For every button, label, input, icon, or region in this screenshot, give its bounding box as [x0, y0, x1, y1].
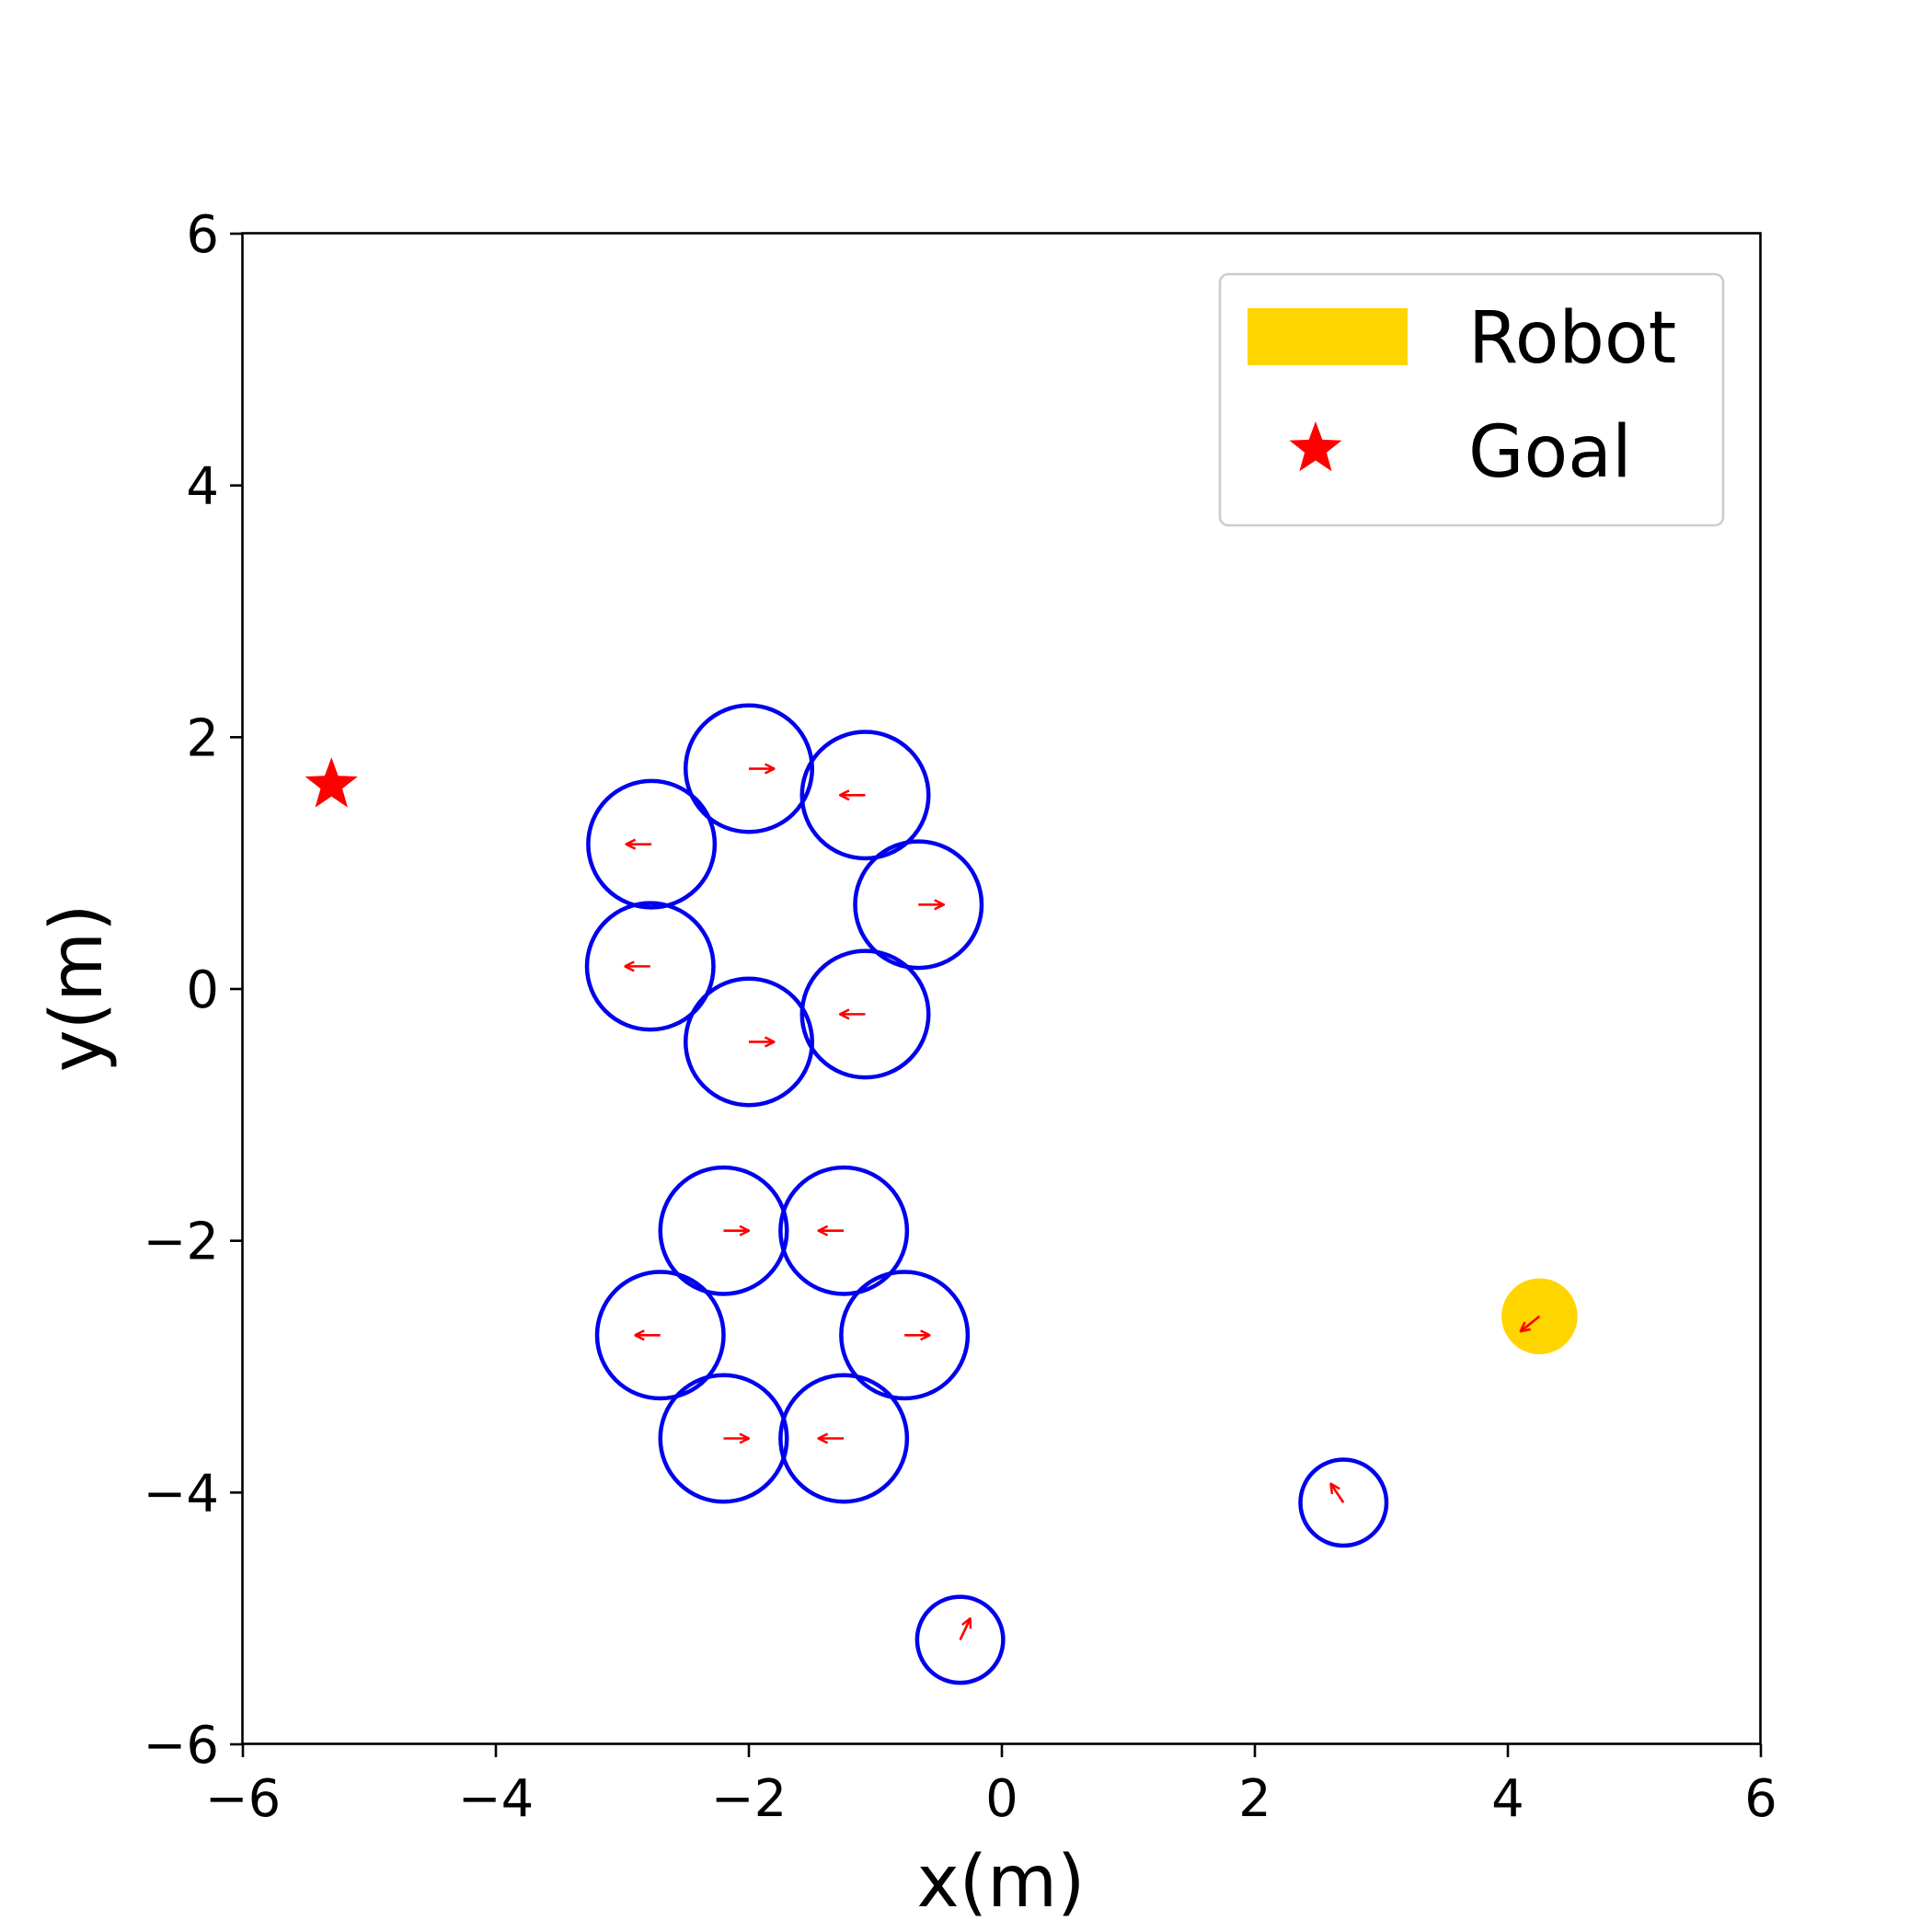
x-tick-label: 2 [1238, 1769, 1271, 1829]
velocity-arrow [1521, 1315, 1541, 1331]
obstacle-circle [799, 949, 931, 1080]
velocity-arrow [1331, 1484, 1345, 1504]
x-tick-label: −6 [205, 1769, 282, 1829]
y-tick-label: 6 [186, 205, 219, 265]
legend-robot-swatch [1248, 308, 1408, 365]
data-markers [305, 757, 1541, 1640]
x-tick-label: 4 [1491, 1769, 1524, 1829]
legend-goal-label: Goal [1468, 411, 1632, 494]
obstacle-circle [853, 839, 984, 971]
obstacle-circle [658, 1373, 789, 1504]
y-tick-label: 2 [186, 708, 219, 768]
x-axis-ticks: −6 −4 −2 0 2 4 6 [205, 1744, 1777, 1829]
obstacle-circle [778, 1373, 910, 1504]
obstacle-circle [778, 1165, 910, 1296]
legend: Robot Goal [1218, 272, 1725, 527]
x-tick-label: 0 [985, 1769, 1018, 1829]
y-tick-label: −6 [143, 1716, 219, 1776]
x-tick-label: 6 [1744, 1769, 1777, 1829]
x-tick-label: −2 [711, 1769, 788, 1829]
y-tick-label: −2 [143, 1213, 219, 1272]
goal-star-marker [305, 757, 358, 808]
y-tick-label: −4 [143, 1464, 219, 1524]
y-axis-label: y(m) [36, 903, 119, 1072]
obstacle-circle [914, 1594, 1006, 1685]
y-tick-label: 0 [186, 960, 219, 1020]
legend-robot-label: Robot [1468, 297, 1676, 380]
velocity-arrow [959, 1618, 971, 1640]
x-tick-label: −4 [458, 1769, 535, 1829]
obstacle-circle [799, 730, 931, 861]
legend-goal-star-icon [1289, 421, 1342, 472]
obstacle-circle [658, 1165, 789, 1296]
y-tick-label: 4 [186, 457, 219, 517]
obstacle-circle [839, 1270, 971, 1401]
obstacle-circle [684, 703, 814, 834]
obstacle-circle [586, 778, 718, 910]
y-axis-ticks: −6 −4 −2 0 2 4 6 [143, 205, 243, 1776]
obstacle-circle [684, 976, 814, 1108]
obstacle-circle [584, 901, 716, 1032]
obstacle-circle [1298, 1457, 1389, 1548]
obstacle-circle [594, 1270, 726, 1401]
x-axis-label: x(m) [916, 1841, 1085, 1924]
